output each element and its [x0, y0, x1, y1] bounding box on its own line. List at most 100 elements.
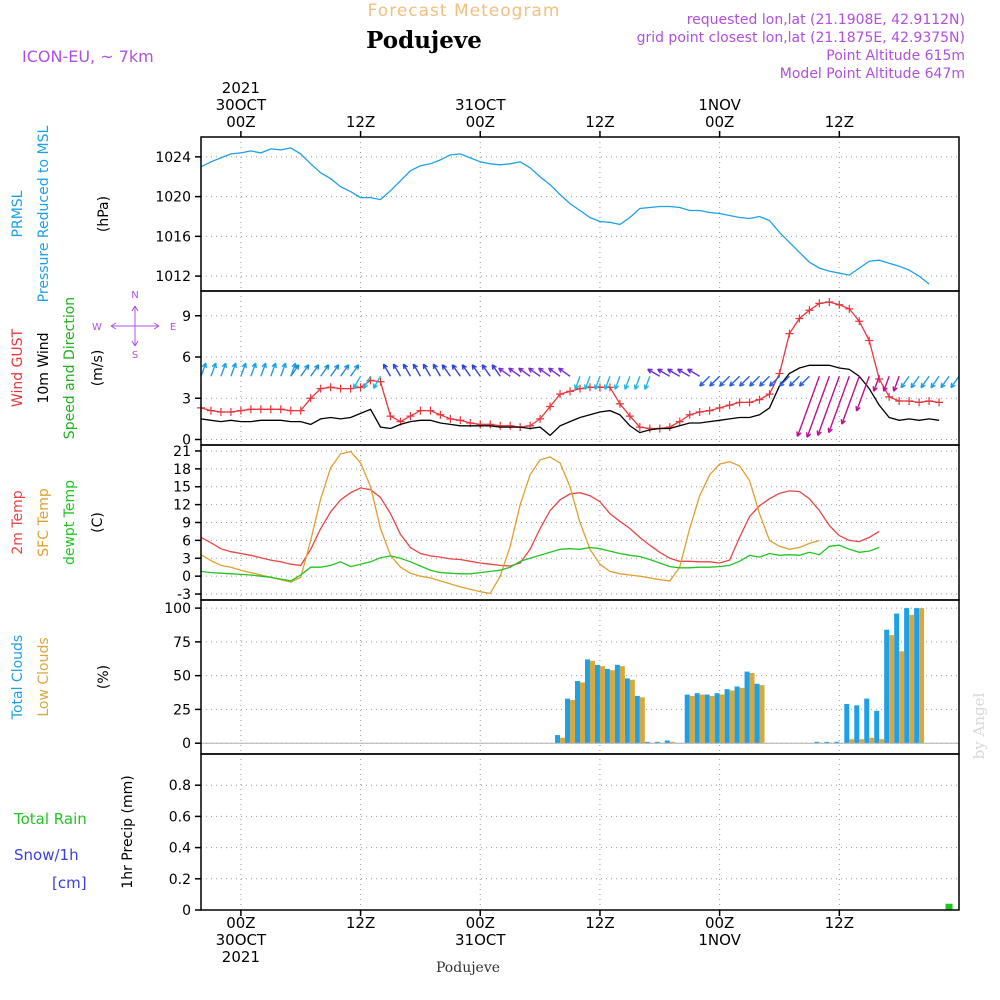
bar	[639, 697, 645, 744]
wind-arrow	[250, 362, 257, 377]
gust-point	[635, 423, 644, 432]
bar	[869, 737, 875, 744]
wind-arrow	[491, 364, 501, 377]
bar	[614, 664, 620, 744]
gust-point	[546, 402, 555, 411]
bar	[879, 739, 885, 744]
gust-point	[306, 394, 315, 403]
wind-arrow	[603, 376, 611, 390]
bar	[575, 681, 580, 744]
wind-arrow	[633, 376, 641, 390]
bar	[889, 635, 895, 744]
y-tick-label: 1012	[155, 269, 191, 285]
gust-point	[496, 421, 505, 430]
bar	[624, 678, 630, 744]
bar	[584, 659, 590, 744]
wind-arrow	[382, 363, 392, 377]
wind-arrow	[280, 362, 287, 377]
bar	[849, 739, 855, 744]
location-title: Podujeve	[366, 27, 482, 54]
wind-arrow	[900, 375, 910, 389]
panel-precip: 0 0.2 0.4 0.6 0.8 1hr Precip (mm) Total Rain Sn…	[13, 753, 960, 919]
bar	[824, 741, 830, 744]
bar	[904, 608, 910, 744]
gust-point	[436, 410, 445, 419]
wind-arrow	[200, 362, 207, 377]
bar	[589, 660, 595, 744]
wind-arrow	[210, 362, 217, 377]
bar	[734, 686, 740, 744]
bar	[699, 694, 705, 744]
y-tick-label: 1024	[155, 150, 191, 166]
gridpoint-coords: grid point closest lon,lat (21.1875E, 42…	[637, 30, 965, 46]
bar	[945, 903, 953, 910]
gust-point	[715, 403, 724, 412]
y-tick-label: 9	[182, 309, 191, 325]
bottom-time-label: 00Z	[466, 914, 495, 932]
bar	[909, 614, 915, 744]
gust-point	[446, 414, 455, 423]
bottom-time-label: 1NOV	[698, 931, 741, 949]
gust-point	[695, 408, 704, 416]
bar	[729, 690, 735, 744]
wind-arrow	[768, 375, 780, 387]
gust-point	[206, 406, 215, 415]
requested-coords: requested lon,lat (21.1908E, 42.9112N)	[687, 12, 965, 28]
compass-south: S	[132, 350, 138, 361]
wind-arrow	[362, 375, 372, 389]
wind-arrow	[310, 364, 320, 377]
gust-point	[486, 420, 495, 429]
gust-point	[566, 387, 575, 396]
y-tick-label: 12	[173, 498, 191, 514]
gust-point	[835, 300, 844, 309]
panel-pressure: 1012 1016 1020 1024 PRMSL Pressure Reduced to…	[10, 125, 960, 302]
wind-arrow	[738, 375, 751, 387]
y-tick-label: 15	[173, 480, 191, 496]
top-time-label: 1NOV	[698, 96, 741, 114]
gust-point	[855, 317, 864, 326]
wind-arrow	[940, 375, 950, 389]
top-time-label: 30OCT	[216, 96, 267, 114]
y-tick-label: 1020	[155, 190, 191, 206]
y-axis-label: 10m Wind	[36, 332, 52, 403]
model-altitude: Model Point Altitude 647m	[780, 66, 965, 82]
wind-arrow	[667, 368, 681, 377]
wind-arrow	[623, 376, 631, 390]
bar	[814, 741, 820, 744]
bar	[594, 664, 600, 744]
series-line	[200, 364, 940, 437]
bar	[644, 741, 650, 744]
gust-point	[625, 412, 634, 421]
y-tick-label: 3	[182, 551, 191, 567]
gust-point	[915, 398, 924, 407]
wind-arrow	[372, 375, 382, 389]
top-time-label: 12Z	[346, 113, 375, 131]
gust-point	[346, 384, 355, 393]
bar	[854, 705, 860, 744]
wind-arrow	[270, 362, 277, 377]
y-tick-label: 0.8	[169, 778, 191, 794]
wind-arrow	[805, 376, 830, 438]
wind-arrow	[583, 376, 591, 390]
top-time-label: 2021	[222, 79, 260, 97]
y-tick-label: -3	[177, 587, 191, 603]
wind-arrow	[778, 375, 790, 387]
panel-temperature: -3 0 3 69 12 15 18 21 2m Temp SFC Temp dewpt Temp (…	[10, 444, 960, 603]
wind-arrow	[647, 368, 661, 377]
wind-arrow	[352, 375, 362, 389]
bar	[859, 739, 865, 744]
y-tick-label: 9	[182, 516, 191, 532]
panel-frame	[200, 753, 960, 911]
gust-point	[745, 398, 754, 407]
gust-point	[615, 399, 624, 408]
y-axis-label: (C)	[90, 512, 106, 533]
gust-point	[386, 412, 395, 421]
wind-arrow	[300, 364, 310, 377]
gust-point	[256, 405, 265, 414]
gust-point	[316, 384, 325, 393]
bar	[654, 741, 660, 744]
product-title: Forecast Meteogram	[368, 1, 561, 21]
series-line	[200, 487, 880, 567]
series-line	[200, 544, 880, 582]
